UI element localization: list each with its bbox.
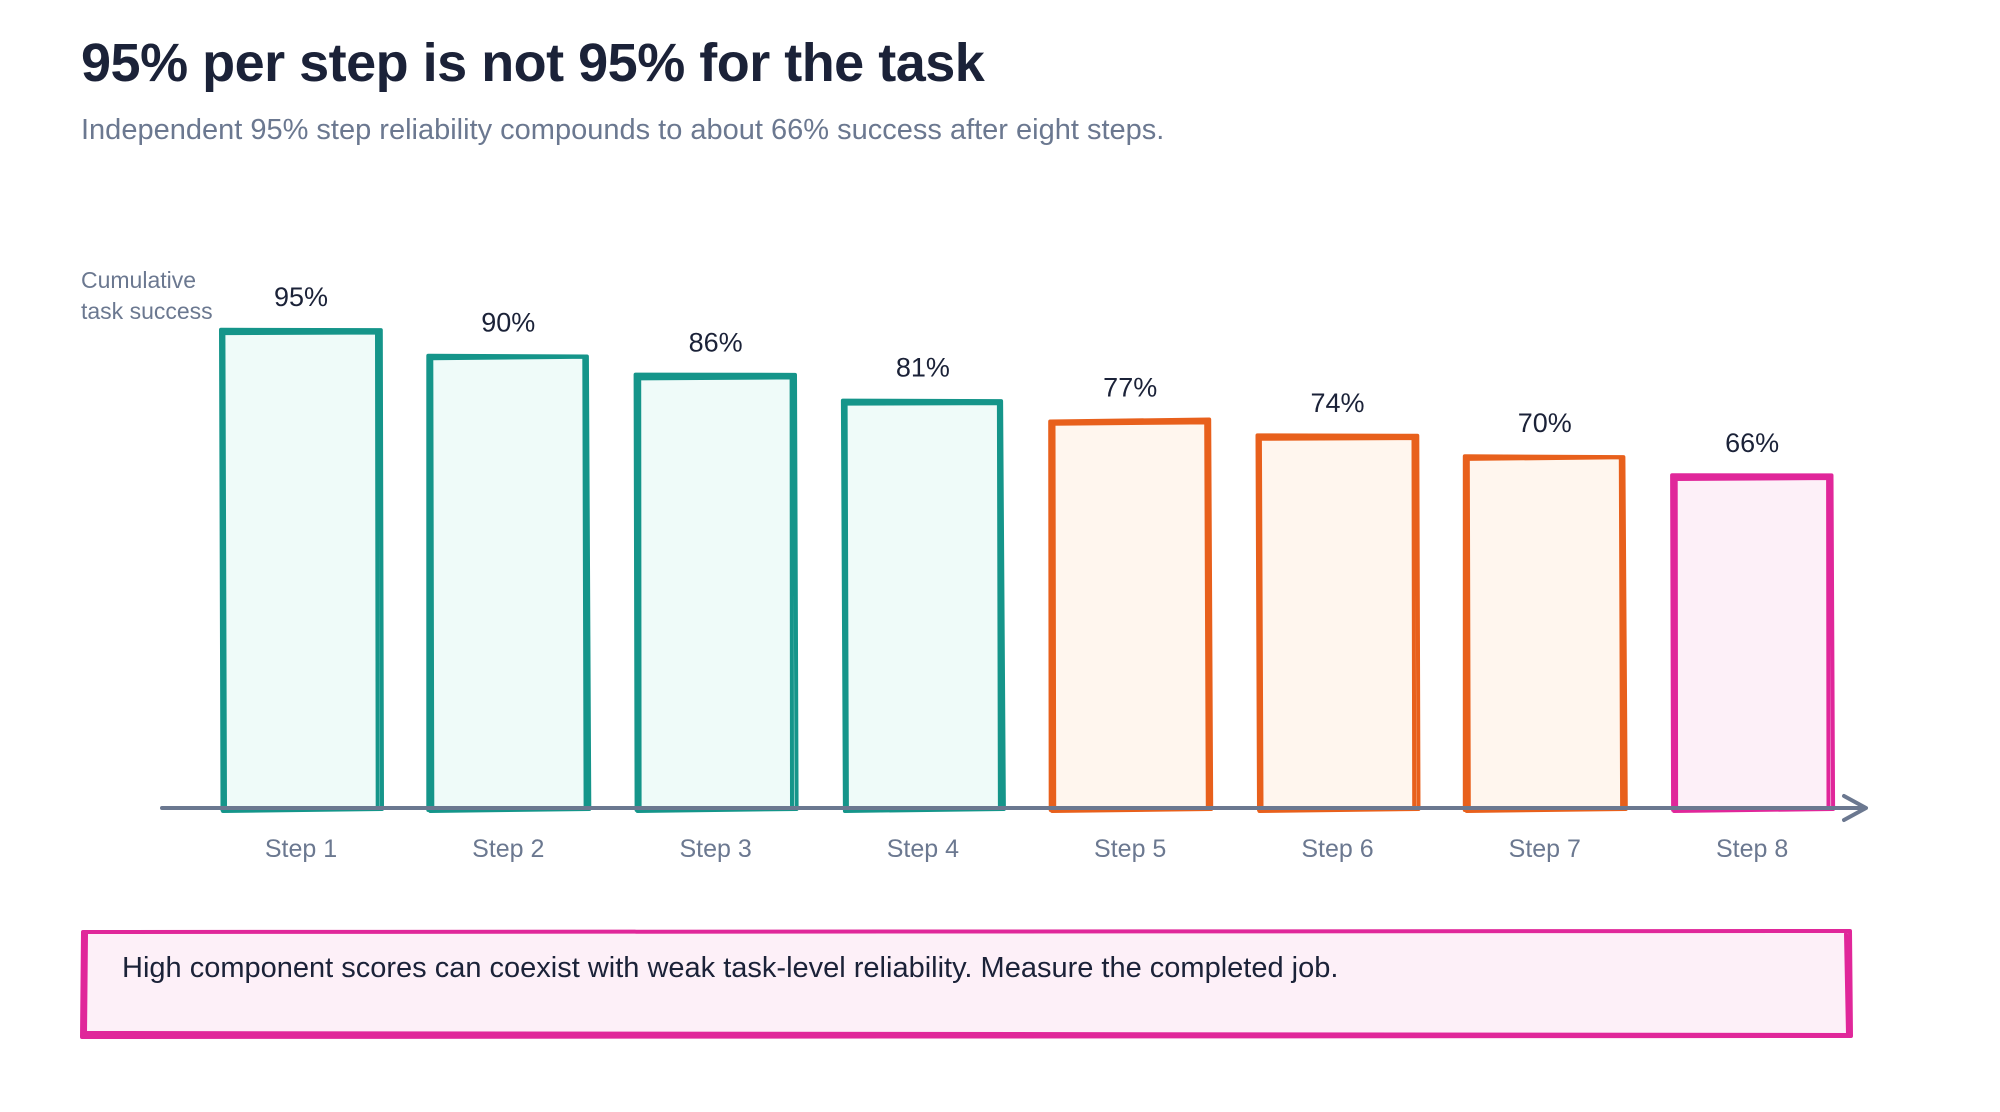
x-tick-label: Step 6 — [1301, 835, 1373, 863]
bar-fill — [429, 355, 588, 808]
bar-value-label: 86% — [689, 327, 743, 357]
bar-fill — [1258, 435, 1417, 808]
bar — [219, 327, 384, 813]
bar — [1462, 454, 1628, 813]
bar — [1255, 433, 1421, 813]
bar-value-label: 95% — [274, 282, 328, 312]
bar-chart: Cumulative task success 95% Step 1 90% Step 2… — [81, 267, 1868, 863]
y-axis-label-line: Cumulative — [81, 267, 196, 293]
y-axis-label-line: task success — [81, 298, 213, 324]
x-tick-label: Step 3 — [679, 835, 751, 863]
callout-box: High component scores can coexist with w… — [80, 928, 1854, 1040]
bar-value-label: 90% — [481, 307, 535, 337]
bar-value-label: 77% — [1103, 373, 1157, 403]
x-tick-label: Step 4 — [887, 835, 959, 863]
callout-text: High component scores can coexist with w… — [122, 952, 1339, 984]
bar-value-label: 74% — [1310, 388, 1364, 418]
bar-fill — [1465, 455, 1624, 808]
bar-fill — [1673, 476, 1832, 808]
x-tick-label: Step 7 — [1509, 835, 1581, 863]
x-tick-label: Step 5 — [1094, 835, 1166, 863]
chart-subtitle: Independent 95% step reliability compoun… — [81, 114, 1165, 146]
x-tick-label: Step 8 — [1716, 835, 1788, 863]
bar-fill — [1051, 420, 1210, 808]
bar — [426, 353, 592, 813]
bar — [633, 372, 799, 813]
bar-value-label: 70% — [1518, 408, 1572, 438]
bar — [1670, 473, 1836, 813]
x-axis-arrow — [1842, 794, 1868, 822]
bar-value-label: 66% — [1725, 428, 1779, 458]
chart-title: 95% per step is not 95% for the task — [81, 33, 985, 93]
bar-fill — [222, 330, 380, 808]
bar-fill — [636, 375, 795, 808]
x-tick-label: Step 2 — [472, 835, 544, 863]
bar — [1048, 417, 1214, 813]
x-tick-label: Step 1 — [265, 835, 337, 863]
bar-value-label: 81% — [896, 353, 950, 383]
y-axis-label: Cumulative task success — [81, 267, 213, 324]
callout-border — [80, 929, 1853, 1039]
bar-fill — [843, 400, 1002, 808]
bar — [840, 398, 1006, 813]
